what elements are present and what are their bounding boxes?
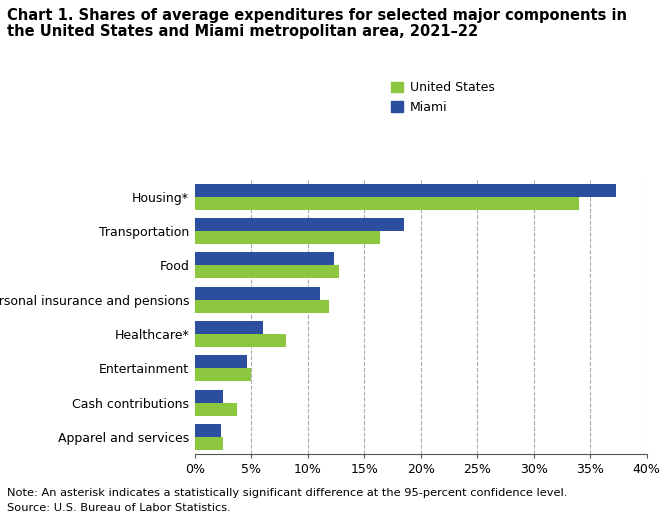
Bar — [195, 424, 220, 437]
Bar — [195, 196, 579, 210]
Text: Chart 1. Shares of average expenditures for selected major components in: Chart 1. Shares of average expenditures … — [7, 8, 626, 23]
Bar — [195, 334, 286, 347]
Bar — [195, 321, 263, 334]
Bar — [195, 300, 329, 313]
Text: Source: U.S. Bureau of Labor Statistics.: Source: U.S. Bureau of Labor Statistics. — [7, 503, 230, 513]
Bar — [195, 369, 251, 381]
Bar — [195, 390, 223, 402]
Legend: United States, Miami: United States, Miami — [391, 81, 494, 114]
Bar — [195, 184, 616, 196]
Bar — [195, 287, 320, 300]
Bar — [195, 437, 223, 450]
Bar — [195, 252, 334, 266]
Bar — [195, 265, 339, 278]
Bar — [195, 218, 404, 231]
Bar — [195, 355, 247, 369]
Text: Note: An asterisk indicates a statistically significant difference at the 95-per: Note: An asterisk indicates a statistica… — [7, 488, 567, 498]
Bar — [195, 231, 380, 244]
Text: the United States and Miami metropolitan area, 2021–22: the United States and Miami metropolitan… — [7, 24, 478, 39]
Bar — [195, 403, 236, 416]
